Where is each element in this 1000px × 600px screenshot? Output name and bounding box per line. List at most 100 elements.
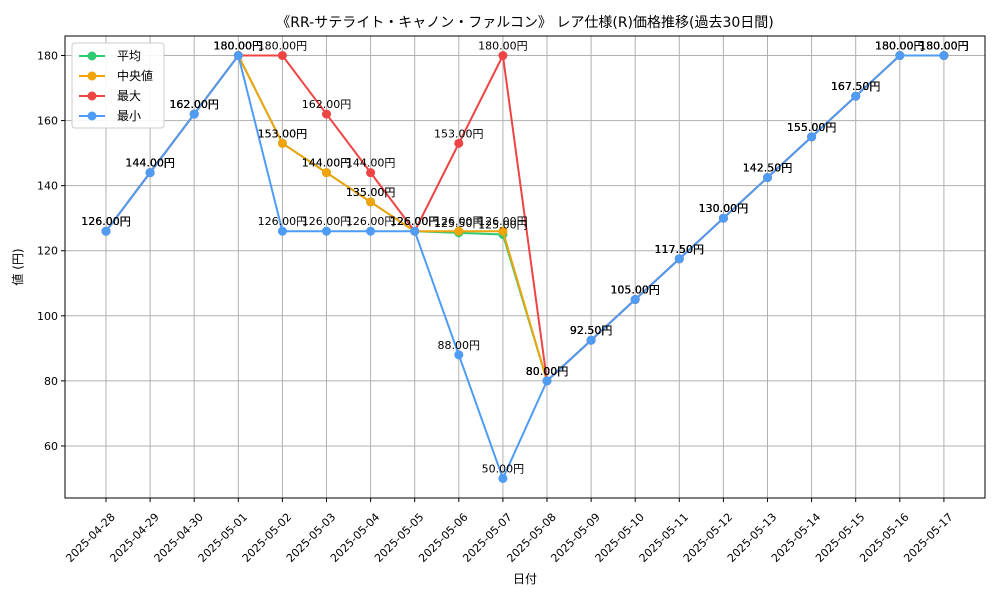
- data-point: [674, 254, 684, 264]
- data-point: [454, 350, 464, 360]
- data-label: 125.00円: [478, 218, 528, 231]
- data-label: 153.00円: [434, 127, 484, 140]
- data-label: 162.00円: [169, 98, 219, 111]
- data-label: 144.00円: [125, 157, 175, 170]
- legend-label: 最大: [117, 89, 141, 103]
- data-point: [189, 109, 199, 119]
- data-label: 180.00円: [875, 40, 925, 53]
- data-label: 180.00円: [919, 40, 969, 53]
- plot-frame: [64, 35, 986, 499]
- data-label: 88.00円: [438, 339, 481, 352]
- data-point: [101, 226, 111, 236]
- data-label: 92.50円: [570, 324, 613, 337]
- data-point: [807, 132, 817, 142]
- legend-marker: [87, 91, 97, 101]
- data-label: 117.50円: [655, 243, 705, 256]
- data-label: 153.00円: [258, 127, 308, 140]
- data-point: [939, 51, 949, 61]
- data-label: 126.00円: [258, 215, 308, 228]
- data-label: 117.50円: [655, 243, 705, 256]
- data-label: 92.50円: [570, 324, 613, 337]
- data-label: 117.50円: [655, 243, 705, 256]
- data-label: 162.00円: [169, 98, 219, 111]
- data-label: 105.00円: [610, 284, 660, 297]
- data-point: [498, 226, 508, 236]
- data-label: 105.00円: [610, 284, 660, 297]
- data-point: [498, 473, 508, 483]
- data-label: 144.00円: [346, 157, 396, 170]
- data-point: [586, 335, 596, 345]
- data-label: 130.00円: [699, 202, 749, 215]
- data-label: 180.00円: [214, 40, 264, 53]
- data-label-layer: 126.00円 144.00円 162.00円 180.00円 153.00円 144.0…: [81, 40, 968, 476]
- data-label: 180.00円: [214, 40, 264, 53]
- data-point: [410, 226, 420, 236]
- data-label: 162.00円: [302, 98, 352, 111]
- data-label: 180.00円: [875, 40, 925, 53]
- data-label: 142.50円: [743, 162, 793, 175]
- data-label: 180.00円: [214, 40, 264, 53]
- data-point: [763, 173, 772, 183]
- data-label: 142.50円: [743, 162, 793, 175]
- data-label: 126.00円: [81, 215, 131, 228]
- data-label: 180.00円: [919, 40, 969, 53]
- y-tick-label: 120: [37, 245, 58, 258]
- x-axis-label: 日付: [513, 572, 537, 586]
- data-label: 105.00円: [610, 284, 660, 297]
- legend-marker: [87, 51, 97, 61]
- data-label: 180.00円: [875, 40, 925, 53]
- data-point: [322, 168, 331, 178]
- data-label: 126.00円: [390, 215, 440, 228]
- data-label: 155.00円: [787, 121, 837, 134]
- data-label: 180.00円: [258, 40, 308, 53]
- data-label: 142.50円: [743, 162, 793, 175]
- data-label: 142.50円: [743, 162, 793, 175]
- data-point: [851, 91, 861, 101]
- data-label: 80.00円: [526, 365, 569, 378]
- data-label: 50.00円: [482, 462, 525, 475]
- data-point: [895, 51, 905, 61]
- data-label: 167.50円: [831, 80, 881, 93]
- data-label: 155.00円: [787, 121, 837, 134]
- data-label: 144.00円: [125, 157, 175, 170]
- data-label: 180.00円: [478, 40, 528, 53]
- data-label: 135.00円: [346, 186, 396, 199]
- data-label: 126.00円: [478, 215, 528, 228]
- chart-title: 《RR-サテライト・キャノン・ファルコン》 レア仕様(R)価格推移(過去30日間…: [276, 15, 774, 31]
- data-label: 117.50円: [655, 243, 705, 256]
- data-label: 80.00円: [526, 365, 569, 378]
- y-tick-label: 140: [37, 180, 58, 193]
- data-point: [277, 138, 287, 148]
- data-label: 155.00円: [787, 121, 837, 134]
- data-label: 126.00円: [346, 215, 396, 228]
- data-label: 126.00円: [81, 215, 131, 228]
- data-label: 155.00円: [787, 121, 837, 134]
- data-point: [542, 376, 552, 386]
- data-label: 144.00円: [125, 157, 175, 170]
- data-point: [498, 51, 508, 61]
- data-label: 162.00円: [169, 98, 219, 111]
- data-label: 105.00円: [610, 284, 660, 297]
- data-label: 126.00円: [81, 215, 131, 228]
- legend-box: [71, 42, 165, 129]
- y-tick-label: 80: [44, 375, 58, 388]
- data-label: 167.50円: [831, 80, 881, 93]
- legend-marker: [87, 71, 97, 81]
- data-point: [322, 226, 331, 236]
- data-label: 180.00円: [919, 40, 969, 53]
- series-layer: [101, 51, 949, 483]
- data-label: 144.00円: [125, 157, 175, 170]
- data-label: 180.00円: [875, 40, 925, 53]
- data-label: 180.00円: [919, 40, 969, 53]
- data-point: [366, 197, 376, 207]
- data-point: [145, 168, 155, 178]
- data-label: 144.00円: [302, 157, 352, 170]
- data-point: [718, 213, 728, 223]
- data-point: [322, 109, 331, 119]
- data-label: 135.00円: [346, 186, 396, 199]
- data-label: 92.50円: [570, 324, 613, 337]
- data-label: 130.00円: [699, 202, 749, 215]
- data-point: [454, 226, 464, 236]
- data-label: 126.00円: [390, 215, 440, 228]
